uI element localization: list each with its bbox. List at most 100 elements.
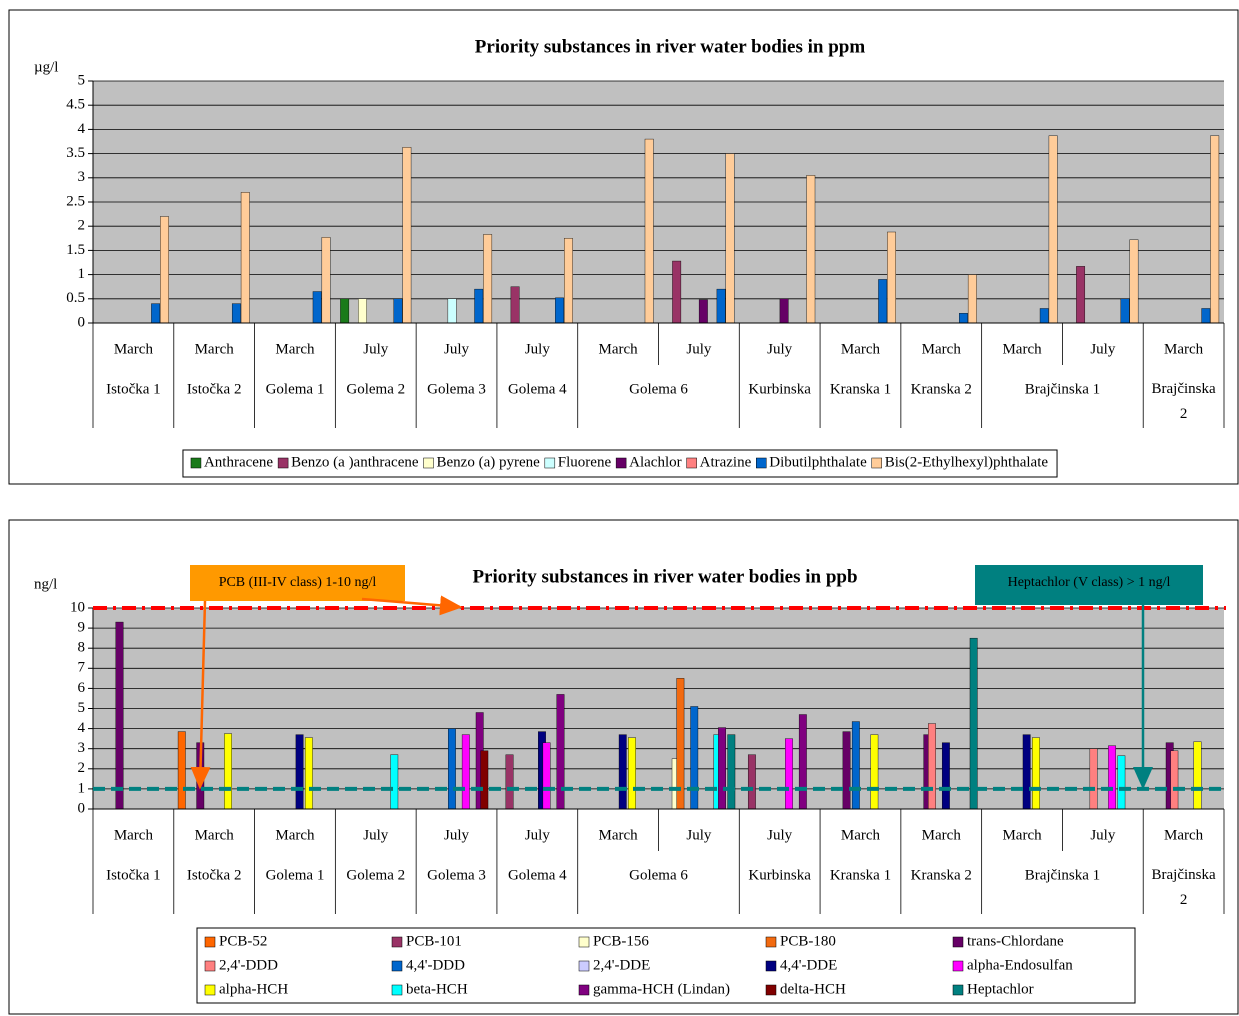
- site-label: Golema 4: [508, 867, 567, 883]
- legend-label: Anthracene: [204, 454, 273, 470]
- bar: [1117, 755, 1126, 810]
- legend-swatch: [756, 457, 767, 469]
- bar: [1210, 135, 1220, 324]
- legend-swatch: [765, 936, 777, 948]
- x-tick-label: July: [525, 827, 551, 843]
- bar: [967, 274, 977, 324]
- site-label: Kurbinska: [748, 867, 811, 883]
- x-tick-label: March: [195, 827, 235, 843]
- bar: [390, 754, 399, 810]
- legend-swatch: [578, 960, 590, 972]
- legend-swatch: [544, 457, 556, 469]
- bar: [842, 731, 851, 810]
- bar: [1048, 135, 1058, 324]
- y-tick-label: 8: [78, 640, 86, 656]
- site-label: Brajčinska 2: [1152, 867, 1216, 908]
- legend-label: beta-HCH: [406, 981, 468, 997]
- y-tick-label: 5: [78, 700, 86, 716]
- legend-label: Alachlor: [629, 454, 681, 470]
- bar: [447, 728, 456, 810]
- legend-swatch: [578, 936, 590, 948]
- chart-title: Priority substances in river water bodie…: [475, 36, 866, 57]
- bar: [941, 742, 950, 810]
- bar: [224, 733, 232, 810]
- y-tick-label: 0: [78, 314, 86, 330]
- legend-label: delta-HCH: [780, 981, 846, 997]
- legend-label: Benzo (a )anthracene: [291, 454, 419, 470]
- x-tick-label: March: [599, 341, 639, 357]
- bar: [1032, 737, 1040, 810]
- x-tick-label: March: [275, 827, 315, 843]
- bar: [151, 303, 161, 324]
- legend-swatch: [204, 984, 216, 996]
- x-tick-label: July: [444, 341, 470, 357]
- legend-label: alpha-Endosulfan: [967, 957, 1073, 973]
- bar: [644, 138, 654, 324]
- bar: [1022, 734, 1031, 810]
- x-tick-label: July: [767, 827, 793, 843]
- bar: [556, 694, 565, 810]
- legend-label: PCB-180: [780, 933, 836, 949]
- annotation-arrow: [190, 600, 211, 790]
- legend-swatch: [765, 984, 777, 996]
- legend-label: 4,4'-DDD: [406, 957, 465, 973]
- bar: [1129, 239, 1139, 324]
- site-label: Golema 6: [629, 381, 688, 397]
- x-tick-label: July: [1090, 341, 1116, 357]
- x-tick-label: July: [686, 827, 712, 843]
- site-label: Istočka 1: [106, 867, 161, 883]
- x-tick-label: March: [1164, 827, 1204, 843]
- bar: [628, 737, 636, 810]
- x-tick-label: March: [114, 827, 154, 843]
- legend-label: Benzo (a) pyrene: [437, 454, 541, 470]
- legend-label: PCB-101: [406, 933, 462, 949]
- y-tick-label: 0.5: [66, 290, 85, 306]
- x-tick-label: July: [525, 341, 551, 357]
- legend-swatch: [204, 960, 216, 972]
- site-label: Kurbinska: [748, 381, 811, 397]
- y-axis-label: µg/l: [34, 59, 58, 75]
- bar: [747, 754, 756, 810]
- site-label: Golema 4: [508, 381, 567, 397]
- bar: [698, 299, 708, 324]
- bar: [542, 742, 551, 810]
- bar: [690, 706, 699, 810]
- legend-swatch: [391, 936, 403, 948]
- y-tick-label: 10: [70, 599, 85, 615]
- bar: [1076, 266, 1086, 324]
- bar: [718, 727, 726, 810]
- bar: [510, 286, 520, 324]
- bar: [555, 297, 564, 324]
- y-tick-label: 4: [78, 720, 86, 736]
- bar: [1039, 308, 1049, 324]
- legend-swatch: [952, 984, 964, 996]
- bar: [806, 175, 816, 324]
- bar: [231, 303, 241, 324]
- site-label: Golema 6: [629, 867, 688, 883]
- bar: [1120, 298, 1130, 324]
- legend-swatch: [190, 457, 202, 469]
- site-label: Istočka 1: [106, 381, 161, 397]
- legend-label: PCB-52: [219, 933, 267, 949]
- legend-label: gamma-HCH (Lindan): [593, 981, 730, 997]
- legend-swatch: [423, 457, 434, 469]
- chart-title: Priority substances in river water bodie…: [472, 566, 857, 587]
- bar: [160, 216, 169, 324]
- site-label: Istočka 2: [187, 381, 242, 397]
- annotation-text: Heptachlor (V class) > 1 ng/l: [1008, 575, 1171, 590]
- y-tick-label: 3: [78, 169, 86, 185]
- bar: [969, 637, 978, 810]
- bar: [474, 288, 484, 324]
- y-tick-label: 4: [78, 121, 86, 137]
- y-tick-label: 4.5: [66, 97, 85, 113]
- x-tick-label: March: [922, 341, 962, 357]
- legend-swatch: [615, 457, 627, 469]
- bar: [928, 723, 936, 810]
- site-label: Brajčinska 2: [1152, 381, 1216, 422]
- bar: [785, 738, 793, 810]
- y-tick-label: 6: [78, 680, 86, 696]
- bar: [177, 731, 186, 810]
- site-label: Golema 1: [266, 381, 325, 397]
- y-tick-label: 2: [78, 218, 86, 234]
